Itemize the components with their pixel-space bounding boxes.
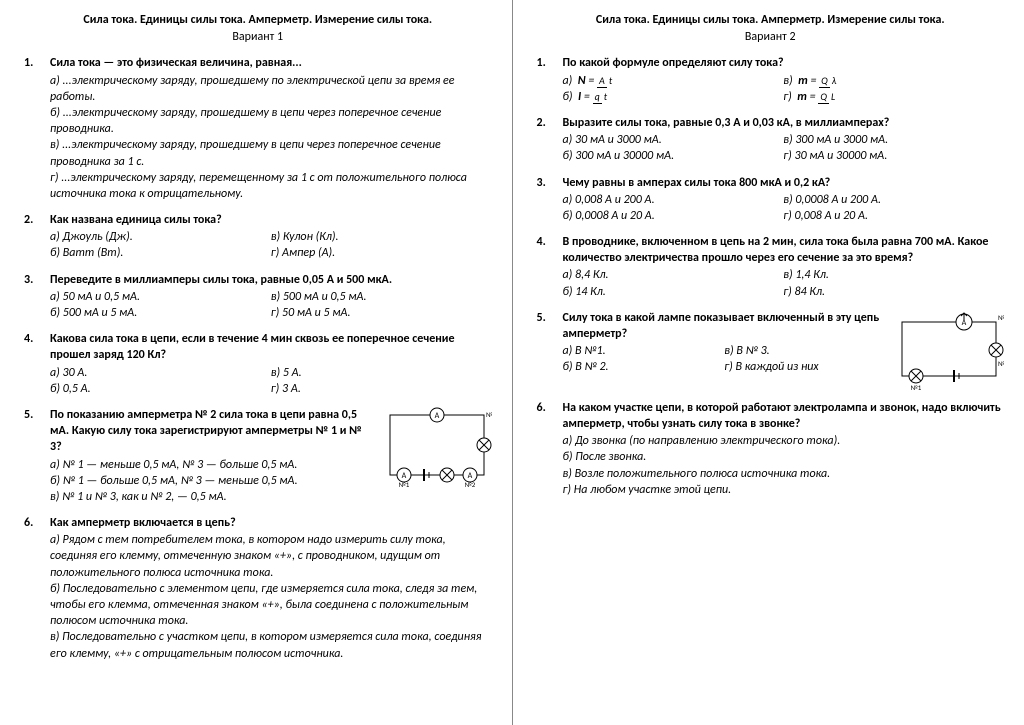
question-text: Сила тока — это физическая величина, рав… — [50, 55, 492, 71]
question-text: В проводнике, включенном в цепь на 2 мин… — [563, 234, 1005, 266]
svg-text:№2: №2 — [998, 359, 1004, 368]
option: в) 500 мА и 0,5 мА. — [271, 289, 492, 305]
option: в) 5 А. — [271, 365, 492, 381]
option: а) 30 А. — [50, 365, 271, 381]
option: б) 0,0008 А и 20 А. — [563, 208, 784, 224]
option: а) До звонка (по направлению электрическ… — [563, 433, 1005, 449]
variant-label: Вариант 2 — [537, 29, 1005, 45]
option: в) ...электрическому заряду, прошедшему … — [50, 137, 492, 169]
option: г) 30 мА и 30000 мА. — [783, 148, 1004, 164]
question-2: 2. Как названа единица силы тока? а) Джо… — [24, 212, 492, 262]
page-title: Сила тока. Единицы силы тока. Амперметр.… — [24, 12, 492, 28]
qnum: 6. — [537, 400, 563, 498]
option: а) Рядом с тем потребителем тока, в кото… — [50, 532, 492, 581]
option: г) 50 мА и 5 мА. — [271, 305, 492, 321]
question-5: 5. Силу тока в какой лампе показывает вк… — [537, 310, 1005, 390]
question-text: По какой формуле определяют силу тока? — [563, 55, 1005, 71]
option: б) 14 Кл. — [563, 284, 784, 300]
question-text: Силу тока в какой лампе показывает включ… — [563, 310, 887, 342]
option: в) № 1 и № 3, как и № 2, — 0,5 мА. — [50, 489, 374, 505]
option: в) 0,0008 А и 200 А. — [783, 192, 1004, 208]
question-4: 4. В проводнике, включенном в цепь на 2 … — [537, 234, 1005, 300]
option: б) 300 мА и 30000 мА. — [563, 148, 784, 164]
option: г) m = QL — [783, 89, 1004, 105]
option: г) 84 Кл. — [783, 284, 1004, 300]
qnum: 5. — [24, 407, 50, 505]
qnum: 2. — [537, 115, 563, 165]
option: г) ...электрическому заряду, перемещенно… — [50, 170, 492, 202]
qnum: 5. — [537, 310, 563, 390]
option: г) На любом участке этой цепи. — [563, 482, 1005, 498]
question-3: 3. Переведите в миллиамперы силы тока, р… — [24, 272, 492, 322]
qnum: 4. — [24, 331, 50, 397]
qnum: 6. — [24, 515, 50, 662]
option: а) Джоуль (Дж). — [50, 229, 271, 245]
question-3: 3. Чему равны в амперах силы тока 800 мк… — [537, 175, 1005, 225]
question-4: 4. Какова сила тока в цепи, если в течен… — [24, 331, 492, 397]
option: а) 30 мА и 3000 мА. — [563, 132, 784, 148]
option: б) I = qt — [563, 89, 784, 105]
qnum: 1. — [537, 55, 563, 105]
qnum: 3. — [537, 175, 563, 225]
option: в) m = Qλ — [783, 73, 1004, 89]
option: в) Кулон (Кл). — [271, 229, 492, 245]
question-1: 1. По какой формуле определяют силу тока… — [537, 55, 1005, 105]
circuit-diagram-icon: A №3 A №1 A №2 — [382, 407, 492, 505]
option: б) № 1 — больше 0,5 мА, № 3 — меньше 0,5… — [50, 473, 374, 489]
question-text: Как амперметр включается в цепь? — [50, 515, 492, 531]
svg-text:№3: №3 — [486, 410, 492, 419]
question-1: 1. Сила тока — это физическая величина, … — [24, 55, 492, 202]
option: в) Последовательно с участком цепи, в ко… — [50, 629, 492, 661]
question-5: 5. По показанию амперметра № 2 сила тока… — [24, 407, 492, 505]
option: г) 3 А. — [271, 381, 492, 397]
option: б) 500 мА и 5 мА. — [50, 305, 271, 321]
question-6: 6. Как амперметр включается в цепь? а) Р… — [24, 515, 492, 662]
option: г) 0,008 А и 20 А. — [783, 208, 1004, 224]
option: а) 8,4 Кл. — [563, 267, 784, 283]
option: в) В № 3. — [724, 343, 886, 359]
option: в) 300 мА и 3000 мА. — [783, 132, 1004, 148]
option: г) В каждой из них — [724, 359, 886, 375]
option: а) 50 мА и 0,5 мА. — [50, 289, 271, 305]
variant-label: Вариант 1 — [24, 29, 492, 45]
option: б) Ватт (Вт). — [50, 245, 271, 261]
option: в) 1,4 Кл. — [783, 267, 1004, 283]
option: б) После звонка. — [563, 449, 1005, 465]
option: б) В № 2. — [563, 359, 725, 375]
question-text: Как названа единица силы тока? — [50, 212, 492, 228]
svg-text:№1: №1 — [911, 383, 922, 390]
question-text: По показанию амперметра № 2 сила тока в … — [50, 407, 374, 456]
question-text: Выразите силы тока, равные 0,3 А и 0,03 … — [563, 115, 1005, 131]
question-6: 6. На каком участке цепи, в которой рабо… — [537, 400, 1005, 498]
option: б) Последовательно с элементом цепи, где… — [50, 581, 492, 630]
option: а) В №1. — [563, 343, 725, 359]
option: а) № 1 — меньше 0,5 мА, № 3 — больше 0,5… — [50, 457, 374, 473]
qnum: 4. — [537, 234, 563, 300]
svg-text:№2: №2 — [464, 480, 475, 487]
variant-1-column: Сила тока. Единицы силы тока. Амперметр.… — [0, 0, 512, 725]
option: в) Возле положительного полюса источника… — [563, 466, 1005, 482]
qnum: 3. — [24, 272, 50, 322]
question-text: Какова сила тока в цепи, если в течение … — [50, 331, 492, 363]
svg-text:A: A — [434, 411, 439, 421]
svg-text:№1: №1 — [398, 480, 409, 487]
variant-2-column: Сила тока. Единицы силы тока. Амперметр.… — [513, 0, 1024, 725]
qnum: 1. — [24, 55, 50, 202]
option: а) ...электрическому заряду, прошедшему … — [50, 73, 492, 105]
svg-text:№3: №3 — [998, 313, 1004, 322]
option: а) 0,008 А и 200 А. — [563, 192, 784, 208]
question-2: 2. Выразите силы тока, равные 0,3 А и 0,… — [537, 115, 1005, 165]
question-text: Переведите в миллиамперы силы тока, равн… — [50, 272, 492, 288]
question-text: Чему равны в амперах силы тока 800 мкА и… — [563, 175, 1005, 191]
circuit-diagram-icon: A №3 №2 №1 — [894, 310, 1004, 390]
qnum: 2. — [24, 212, 50, 262]
option: а) N = At — [563, 73, 784, 89]
option: г) Ампер (А). — [271, 245, 492, 261]
option: б) ...электрическому заряду, прошедшему … — [50, 105, 492, 137]
question-text: На каком участке цепи, в которой работаю… — [563, 400, 1005, 432]
page-title: Сила тока. Единицы силы тока. Амперметр.… — [537, 12, 1005, 28]
option: б) 0,5 А. — [50, 381, 271, 397]
